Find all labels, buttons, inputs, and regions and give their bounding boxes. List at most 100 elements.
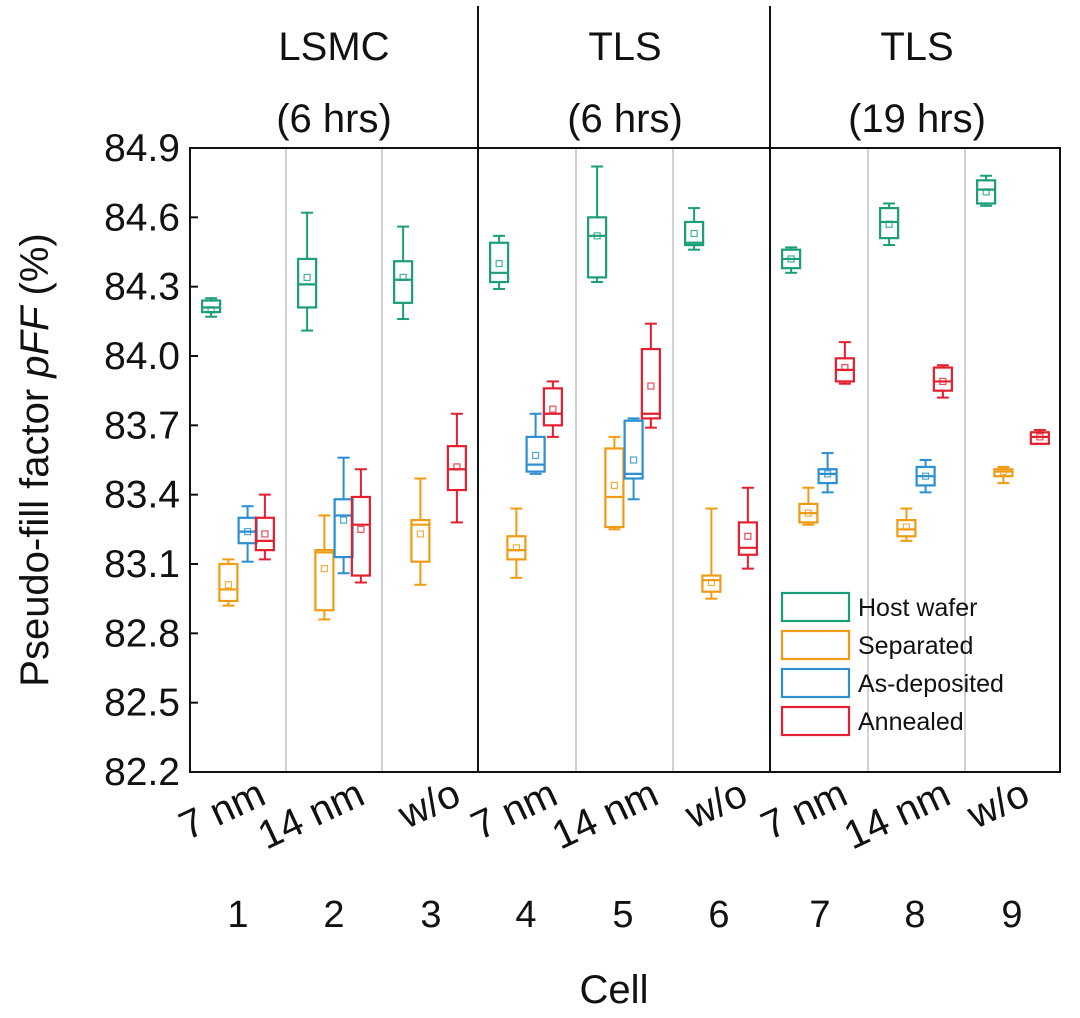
box-cell-2 [297, 211, 318, 332]
box-cell-4 [489, 234, 510, 290]
mean-marker [787, 255, 795, 263]
box-cell-7 [781, 246, 802, 274]
legend-swatch-host-wafer [780, 591, 851, 623]
box-iqr [623, 419, 644, 480]
box-cell-5 [640, 322, 661, 429]
box-cell-6 [684, 207, 705, 251]
box-cell-9 [993, 465, 1014, 485]
y-axis-ticks: 82.2 82.5 82.8 83.1 83.4 83.7 84.0 84.3 84.6 84.9 [104, 127, 198, 794]
mean-marker [453, 463, 461, 471]
mean-marker [340, 516, 348, 524]
box-iqr [393, 260, 414, 304]
x-category-label: w/o [391, 771, 467, 838]
mean-marker [841, 363, 849, 372]
box-cell-5 [604, 435, 625, 531]
cell-number-label: 5 [612, 894, 633, 936]
x-category-label: w/o [678, 771, 754, 838]
mean-marker [610, 481, 619, 490]
x-axis-label: Cell [580, 968, 649, 1012]
box-cell-3 [393, 225, 414, 321]
series-as-deposited [237, 412, 936, 575]
group-3-title-line2: (19 hrs) [848, 97, 986, 141]
mean-marker [939, 377, 947, 386]
box-iqr [218, 562, 239, 603]
box-iqr [506, 535, 527, 561]
mean-marker [303, 273, 311, 282]
box-iqr [879, 206, 900, 240]
mean-marker [357, 525, 365, 533]
legend-label-host-wafer: Host wafer [858, 594, 977, 622]
mean-marker [549, 405, 557, 413]
legend-swatch-annealed [780, 705, 851, 737]
box-cell-2 [314, 514, 335, 621]
group-1-title-line1: LSMC [278, 25, 389, 69]
box-cell-1 [237, 505, 258, 563]
series-annealed [254, 322, 1050, 584]
mean-marker [512, 544, 521, 552]
y-tick-label: 84.0 [104, 335, 180, 378]
box-iqr [525, 435, 546, 473]
mean-marker [261, 530, 269, 538]
y-tick-label: 84.3 [104, 266, 180, 309]
box-cell-6 [737, 486, 758, 570]
mean-marker [982, 188, 990, 196]
cell-number-label: 6 [708, 894, 729, 936]
box-iqr [684, 220, 705, 247]
box-cell-7 [834, 341, 855, 385]
x-category-label: w/o [960, 771, 1036, 838]
cell-number-label: 7 [809, 894, 830, 936]
y-tick-label: 83.7 [104, 404, 180, 447]
legend-swatch-separated [780, 629, 851, 661]
box-cell-8 [932, 364, 953, 399]
box-iqr [254, 516, 275, 552]
mean-marker [690, 229, 698, 238]
box-cell-1 [218, 558, 239, 607]
y-tick-label: 83.1 [104, 543, 180, 586]
group-2-title-line2: (6 hrs) [567, 97, 683, 141]
box-cell-4 [542, 380, 563, 438]
mean-marker [885, 220, 893, 228]
legend-swatch-as-deposited [780, 667, 851, 699]
box-cell-2 [350, 468, 371, 584]
mean-marker [647, 382, 655, 390]
box-cell-1 [254, 493, 275, 561]
cell-number-label: 4 [515, 894, 536, 936]
box-cell-1 [201, 297, 222, 318]
plot-area [189, 6, 1061, 773]
mean-marker [593, 232, 601, 240]
group-1-title-line2: (6 hrs) [276, 97, 392, 141]
cell-number-label: 9 [1001, 894, 1022, 936]
box-cell-4 [506, 507, 527, 579]
box-iqr [640, 347, 661, 420]
box-cell-9 [976, 174, 997, 207]
mean-marker [707, 578, 716, 587]
box-iqr [297, 257, 318, 309]
mean-marker [320, 565, 328, 573]
y-axis-label: Pseudo-fill factor pFF (%) [13, 233, 57, 686]
mean-marker [744, 532, 752, 540]
group-titles: LSMC (6 hrs) TLS (6 hrs) TLS (19 hrs) [276, 25, 986, 141]
box-iqr [542, 387, 563, 427]
box-iqr [446, 445, 467, 492]
box-cell-6 [701, 507, 722, 600]
box-iqr [737, 521, 758, 556]
y-tick-label: 84.9 [104, 127, 180, 170]
box-cell-5 [623, 417, 644, 501]
box-cell-8 [896, 507, 917, 542]
box-cell-5 [587, 165, 608, 284]
x-category-label: 14 nm [837, 771, 956, 858]
cell-number-label: 8 [904, 894, 925, 936]
mean-marker [244, 528, 252, 536]
y-tick-label: 82.8 [104, 612, 180, 655]
legend-label-annealed: Annealed [858, 708, 964, 736]
group-2-title-line1: TLS [588, 25, 661, 69]
x-category-label: 7 nm [173, 771, 272, 848]
mean-marker [531, 451, 540, 459]
box-cell-4 [525, 412, 546, 475]
cell-number-label: 1 [227, 894, 248, 936]
mean-marker [629, 456, 638, 464]
x-category-label: 7 nm [465, 771, 564, 848]
mean-marker [902, 523, 911, 531]
